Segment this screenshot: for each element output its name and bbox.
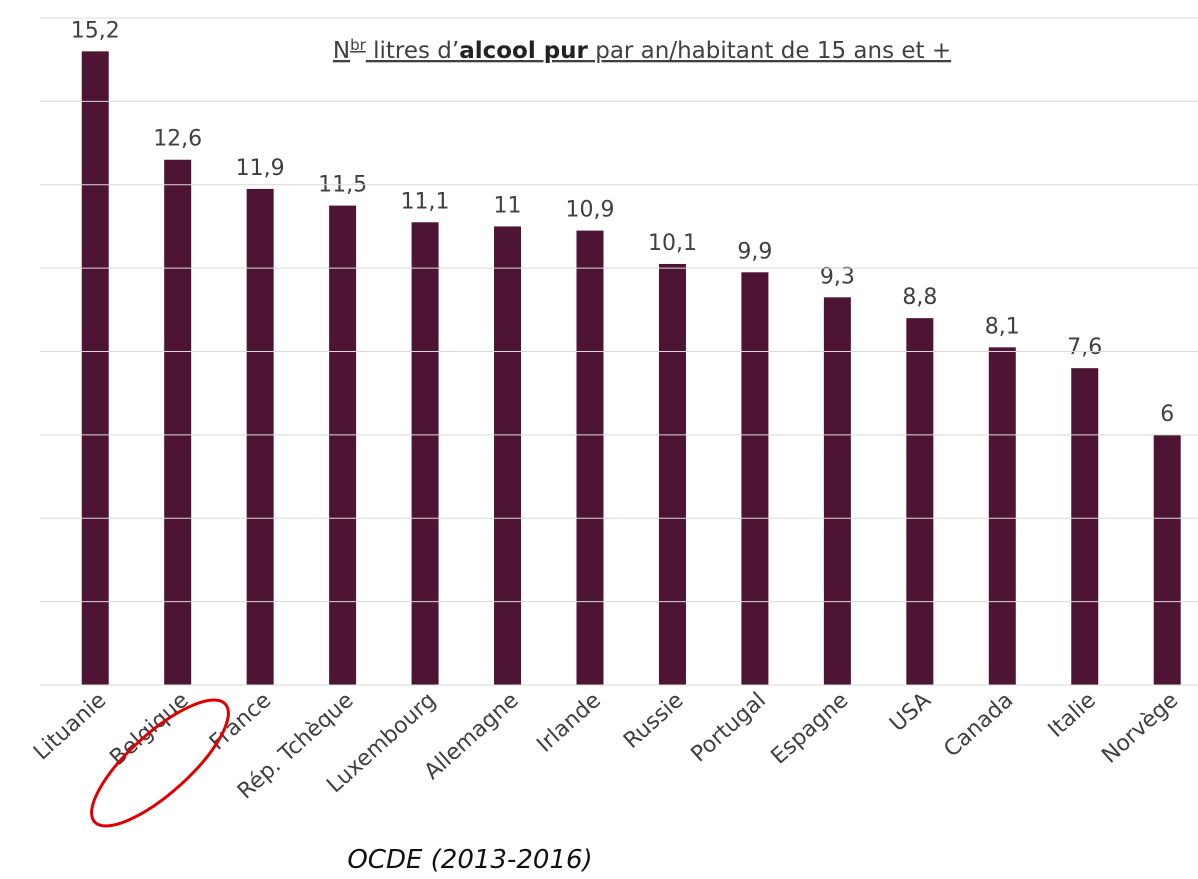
x-tick-label: Russie: [619, 688, 688, 754]
value-label: 8,8: [902, 285, 937, 310]
bar: [246, 188, 274, 685]
value-label: 12,6: [153, 127, 202, 152]
x-tick-label: Irlande: [532, 688, 606, 758]
x-tick-label: USA: [885, 688, 936, 737]
value-label: 7,6: [1067, 335, 1102, 360]
bar: [658, 263, 686, 685]
bar: [576, 230, 604, 685]
title-part: litres d’: [366, 38, 459, 64]
title-part: alcool pur: [459, 38, 588, 64]
value-label: 11,1: [401, 189, 450, 214]
title-part: N: [333, 38, 350, 64]
bar: [823, 297, 851, 685]
title-part: par an/habitant de 15 ans et +: [588, 38, 951, 64]
x-tick-label: Lituanie: [29, 688, 111, 765]
value-label: 10,1: [648, 231, 697, 256]
x-tick-label: Espagne: [767, 688, 854, 770]
bar: [164, 159, 192, 686]
bar: [1153, 434, 1181, 685]
x-tick-label: Belgique: [105, 688, 193, 771]
bar: [494, 226, 522, 685]
value-label: 11: [494, 193, 522, 218]
x-tick-label: Italie: [1044, 688, 1101, 743]
bar: [988, 347, 1016, 685]
bar: [1071, 368, 1099, 685]
value-label: 8,1: [985, 314, 1020, 339]
x-tick-label: Canada: [939, 688, 1018, 763]
value-label: 9,9: [737, 239, 772, 264]
source: OCDE (2013-2016): [347, 845, 592, 875]
bar: [81, 51, 109, 686]
x-tick-label: Norvège: [1097, 688, 1183, 769]
value-label: 10,9: [565, 198, 614, 223]
bar: [411, 222, 439, 686]
bar: [329, 205, 357, 685]
value-label: 6: [1160, 402, 1174, 427]
x-tick-label: Portugal: [686, 688, 770, 768]
bar: [741, 272, 769, 685]
highlight-ellipse: [90, 698, 230, 828]
value-label: 11,9: [236, 156, 285, 181]
bar: [906, 318, 934, 685]
value-label: 15,2: [71, 18, 120, 43]
title-part: br: [350, 36, 367, 54]
chart-title: Nbr litres d’alcool pur par an/habitant …: [333, 36, 951, 64]
